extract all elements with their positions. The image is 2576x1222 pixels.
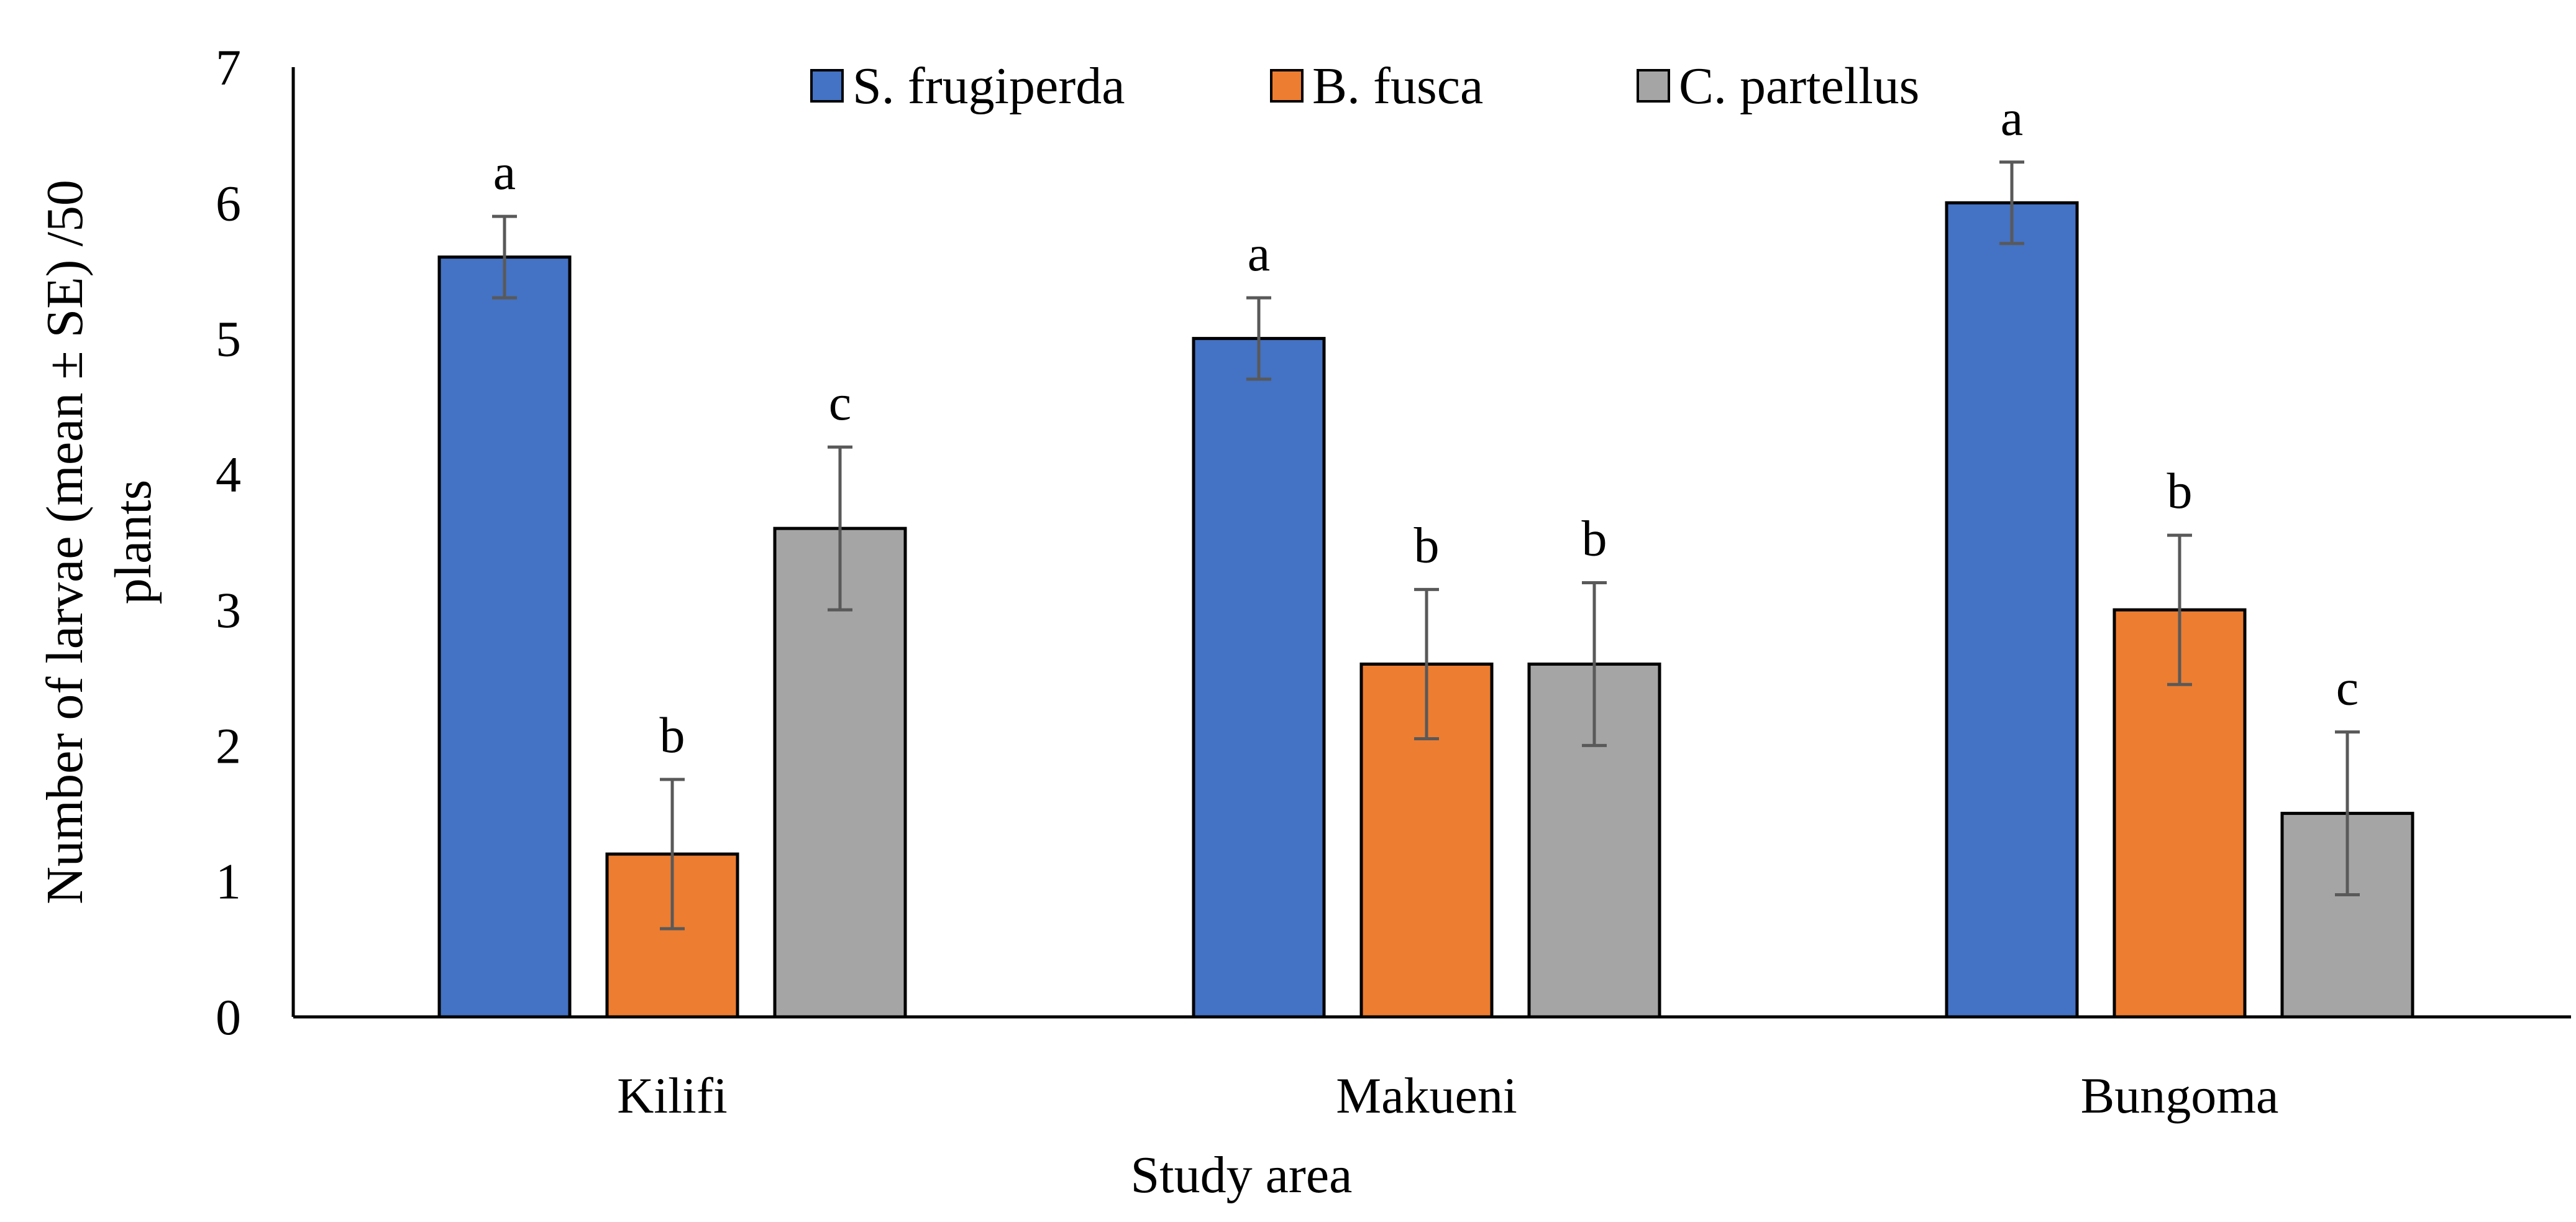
significance-letter: c bbox=[2336, 659, 2359, 716]
error-bars bbox=[492, 160, 2360, 930]
y-tick-label: 5 bbox=[216, 311, 241, 367]
legend-label: S. frugiperda bbox=[852, 57, 1125, 115]
error-bar bbox=[2335, 730, 2360, 897]
error-bar bbox=[2167, 533, 2192, 686]
bar bbox=[437, 255, 572, 1019]
bar bbox=[1945, 201, 2079, 1019]
y-tick-label: 7 bbox=[216, 39, 241, 96]
significance-letter: b bbox=[660, 707, 685, 763]
axes bbox=[291, 67, 2571, 1019]
error-bar bbox=[492, 214, 517, 300]
significance-letter: b bbox=[1414, 517, 1440, 573]
significance-letter: b bbox=[2167, 462, 2193, 519]
significance-letter: a bbox=[1248, 225, 1270, 282]
error-bar bbox=[1582, 581, 1607, 747]
y-axis-ticks: 0 1 2 3 4 5 6 7 bbox=[216, 39, 241, 1045]
significance-labels: a a a b b b c b c bbox=[493, 90, 2359, 763]
x-axis-title: Study area bbox=[1131, 1146, 1353, 1204]
y-tick-label: 6 bbox=[216, 175, 241, 231]
error-bar bbox=[828, 445, 852, 612]
legend-item: C. partellus bbox=[1637, 57, 1919, 115]
error-bar bbox=[1246, 296, 1271, 381]
y-tick-label: 3 bbox=[216, 582, 241, 638]
bar bbox=[1192, 337, 1326, 1019]
x-tick-label: Kilifi bbox=[617, 1067, 728, 1124]
x-tick-label: Bungoma bbox=[2081, 1067, 2279, 1124]
y-tick-label: 0 bbox=[216, 989, 241, 1045]
legend-swatch bbox=[810, 69, 844, 103]
legend-item: S. frugiperda bbox=[810, 57, 1125, 115]
y-axis-title: Number of larvae (mean ± SE) /50 plants bbox=[36, 180, 162, 904]
legend-swatch bbox=[1637, 69, 1670, 103]
legend-label: C. partellus bbox=[1679, 57, 1919, 115]
significance-letter: b bbox=[1582, 510, 1607, 566]
significance-letter: a bbox=[493, 144, 516, 200]
significance-letter: a bbox=[2001, 90, 2023, 146]
error-bar bbox=[1999, 160, 2024, 246]
legend: S. frugiperda B. fusca C. partellus bbox=[810, 57, 1919, 115]
legend-label: B. fusca bbox=[1312, 57, 1483, 115]
legend-item: B. fusca bbox=[1270, 57, 1483, 115]
error-bar bbox=[1414, 587, 1439, 741]
y-tick-label: 1 bbox=[216, 853, 241, 910]
x-tick-label: Makueni bbox=[1336, 1067, 1517, 1124]
y-axis-title-line: Number of larvae (mean ± SE) /50 bbox=[36, 180, 94, 904]
y-axis-title-line: plants bbox=[104, 480, 162, 605]
bar bbox=[605, 852, 739, 1019]
legend-swatch bbox=[1270, 69, 1304, 103]
y-tick-label: 2 bbox=[216, 717, 241, 774]
y-tick-label: 4 bbox=[216, 446, 241, 503]
x-axis-category-labels: Kilifi Makueni Bungoma bbox=[617, 1067, 2278, 1124]
error-bar bbox=[660, 778, 685, 930]
significance-letter: c bbox=[829, 374, 851, 431]
